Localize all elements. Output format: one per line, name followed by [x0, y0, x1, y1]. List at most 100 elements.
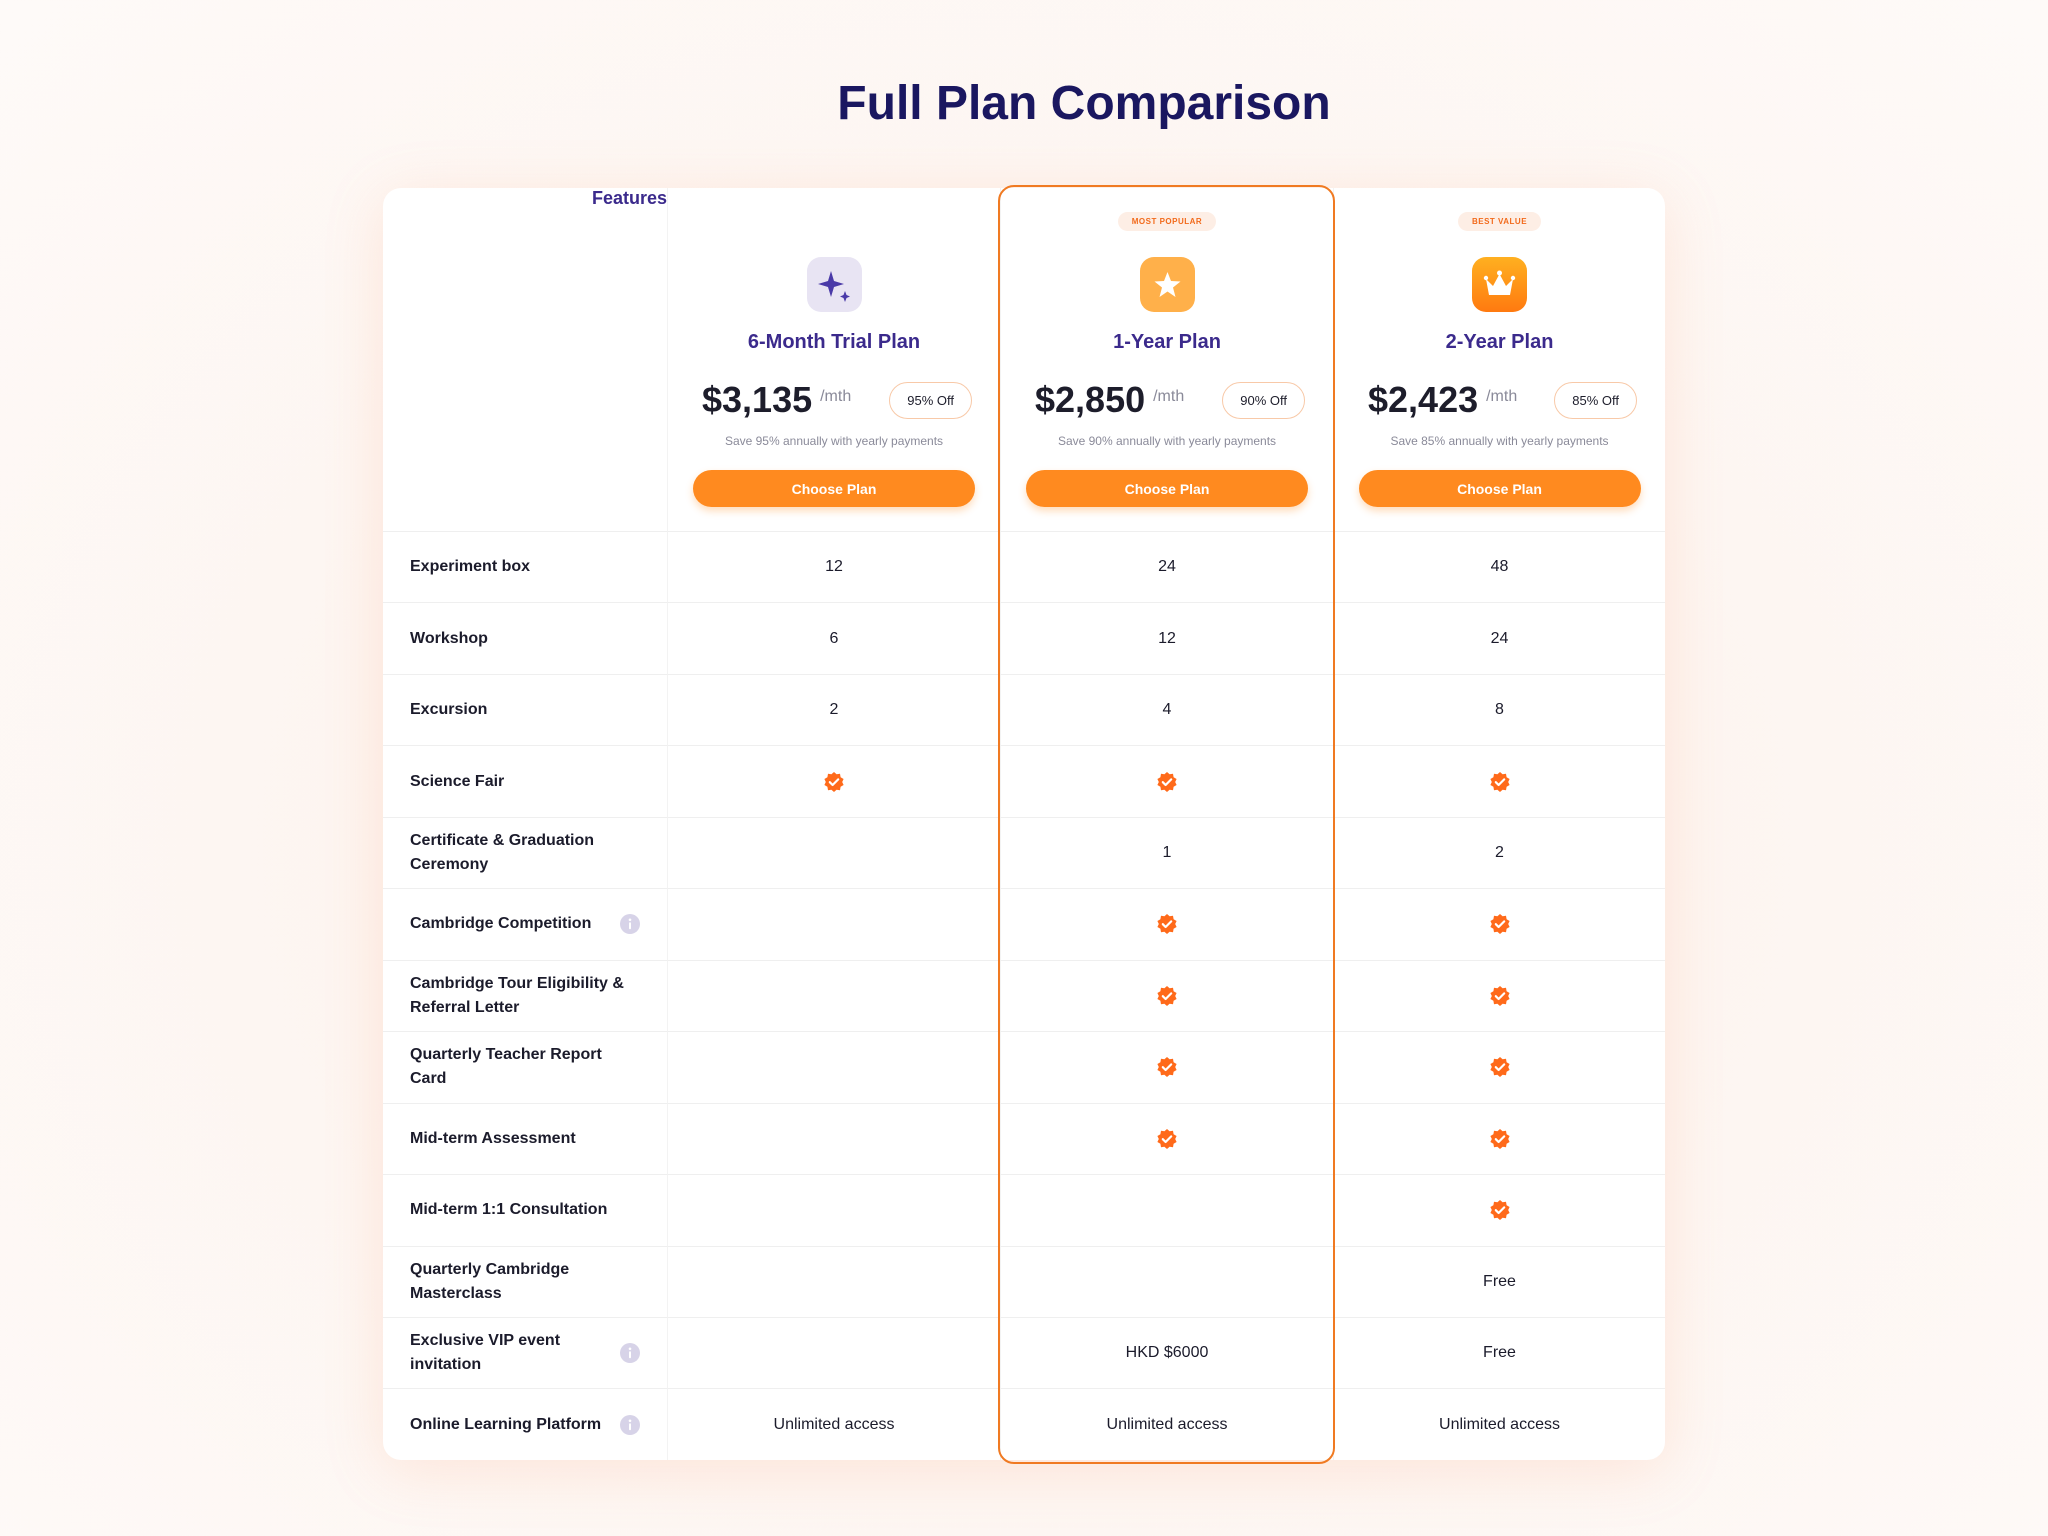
plan-note: Save 95% annually with yearly payments — [724, 434, 944, 448]
price-row: $2,423/mth 85% Off — [1368, 379, 1637, 421]
feature-label: Exclusive VIP event invitation — [383, 1316, 667, 1388]
feature-value: 12 — [825, 558, 843, 576]
discount-pill: 90% Off — [1222, 381, 1305, 419]
feature-value-cell: Unlimited access — [1000, 1388, 1333, 1460]
feature-value-cell — [1000, 745, 1333, 817]
feature-value-cell — [1333, 1031, 1665, 1103]
feature-value-cell — [1000, 1245, 1333, 1317]
feature-label: Online Learning Platform — [383, 1388, 667, 1459]
feature-value-cell — [667, 816, 1000, 889]
plan-icon — [1139, 257, 1195, 317]
choose-plan-button[interactable]: Choose Plan — [1026, 470, 1308, 507]
feature-value-cell: 4 — [1000, 673, 1333, 746]
feature-value: 24 — [1490, 629, 1509, 647]
feature-value-cell: Free — [1333, 1245, 1665, 1317]
comparison-table: Features 6-Month Trial Plan $3,135/mth 95% … — [383, 188, 1665, 1460]
check-icon — [1489, 1128, 1511, 1150]
feature-label: Mid-term Assessment — [383, 1102, 667, 1174]
feature-value: Free — [1483, 1272, 1516, 1290]
feature-value-cell: Unlimited access — [667, 1388, 1000, 1460]
feature-value: 48 — [1490, 558, 1509, 576]
feature-value: Unlimited access — [1439, 1415, 1560, 1433]
price-unit: /mth — [820, 388, 852, 405]
feature-name: Cambridge Competition — [410, 915, 592, 933]
feature-value-cell — [667, 1316, 1000, 1389]
feature-value-cell — [1333, 745, 1665, 817]
check-icon — [1156, 1128, 1178, 1150]
check-icon — [1156, 985, 1178, 1007]
feature-label: Mid-term 1:1 Consultation — [383, 1174, 667, 1245]
feature-value-cell — [1000, 1031, 1333, 1103]
feature-value: 8 — [1495, 701, 1504, 719]
check-icon — [1489, 913, 1511, 935]
plan-note: Save 85% annually with yearly payments — [1390, 434, 1609, 448]
feature-value-cell — [1333, 888, 1665, 960]
feature-name: Excursion — [410, 701, 488, 719]
price-row: $3,135/mth 95% Off — [702, 379, 972, 421]
feature-value: Unlimited access — [773, 1415, 895, 1433]
feature-value-cell: 1 — [1000, 816, 1333, 889]
plan-name: 1-Year Plan — [1113, 331, 1221, 353]
plan-header: BEST VALUE 2-Year Plan $2,423/mth 85% Off Sa… — [1333, 188, 1665, 531]
feature-name: Quarterly Teacher Report Card — [410, 1046, 602, 1088]
discount-pill: 85% Off — [1554, 381, 1637, 419]
plan-name: 6-Month Trial Plan — [747, 331, 921, 353]
check-icon — [1156, 771, 1178, 793]
check-icon — [823, 771, 845, 793]
feature-value: 2 — [829, 701, 839, 719]
feature-value-cell: 6 — [667, 602, 1000, 674]
choose-plan-button[interactable]: Choose Plan — [693, 470, 975, 507]
feature-label: Certificate & Graduation Ceremony — [383, 816, 667, 888]
feature-label: Excursion — [383, 673, 667, 745]
feature-value-cell: 8 — [1333, 673, 1665, 746]
feature-value-cell — [667, 1174, 1000, 1246]
features-header: Features — [591, 188, 667, 208]
feature-value-cell — [1333, 1102, 1665, 1175]
feature-value-cell: 2 — [1333, 816, 1665, 889]
feature-value-cell: 12 — [667, 531, 1000, 603]
feature-value-cell — [1000, 1102, 1333, 1175]
feature-value-cell: 24 — [1333, 602, 1665, 674]
feature-name: Exclusive VIP event invitation — [410, 1332, 561, 1374]
check-icon — [1156, 1056, 1178, 1078]
feature-label: Experiment box — [383, 531, 667, 602]
feature-value-cell — [667, 1031, 1000, 1103]
plan-price: $3,135 — [702, 379, 813, 420]
feature-value-cell — [667, 1245, 1000, 1317]
feature-value-cell — [1333, 1174, 1665, 1246]
feature-name: Certificate & Graduation Ceremony — [410, 832, 595, 874]
choose-plan-button[interactable]: Choose Plan — [1358, 470, 1641, 507]
feature-value-cell: 12 — [1000, 602, 1333, 674]
info-icon[interactable] — [619, 913, 641, 943]
feature-value: 12 — [1158, 629, 1176, 647]
discount-pill: 95% Off — [889, 381, 972, 419]
feature-value-cell — [1333, 959, 1665, 1032]
feature-value: 2 — [1495, 844, 1504, 862]
plan-badge: MOST POPULAR — [1117, 212, 1217, 231]
feature-value-cell — [667, 959, 1000, 1032]
feature-value-cell: 2 — [667, 673, 1000, 746]
check-icon — [1156, 913, 1178, 935]
feature-value-cell: Free — [1333, 1316, 1665, 1389]
feature-name: Science Fair — [410, 772, 505, 790]
plan-price: $2,423 — [1368, 379, 1479, 420]
check-icon — [1489, 985, 1511, 1007]
feature-value-cell — [1000, 1174, 1333, 1246]
feature-label: Cambridge Competition — [383, 888, 667, 959]
plan-header: 6-Month Trial Plan $3,135/mth 95% Off Save … — [667, 188, 1000, 531]
feature-value: 6 — [829, 629, 839, 647]
feature-value: 1 — [1162, 844, 1172, 862]
feature-name: Quarterly Cambridge Masterclass — [410, 1260, 570, 1302]
plan-header: MOST POPULAR 1-Year Plan $2,850/mth 90% Off… — [1000, 188, 1333, 531]
price-row: $2,850/mth 90% Off — [1035, 379, 1305, 421]
feature-name: Mid-term Assessment — [410, 1129, 576, 1147]
feature-value-cell: 48 — [1333, 531, 1665, 603]
info-icon[interactable] — [619, 1414, 641, 1444]
feature-label: Science Fair — [383, 745, 667, 816]
check-icon — [1489, 1056, 1511, 1078]
feature-value: Unlimited access — [1106, 1415, 1228, 1433]
feature-name: Workshop — [410, 629, 488, 647]
check-icon — [1489, 771, 1511, 793]
plan-name: 2-Year Plan — [1445, 331, 1554, 353]
info-icon[interactable] — [619, 1342, 641, 1372]
